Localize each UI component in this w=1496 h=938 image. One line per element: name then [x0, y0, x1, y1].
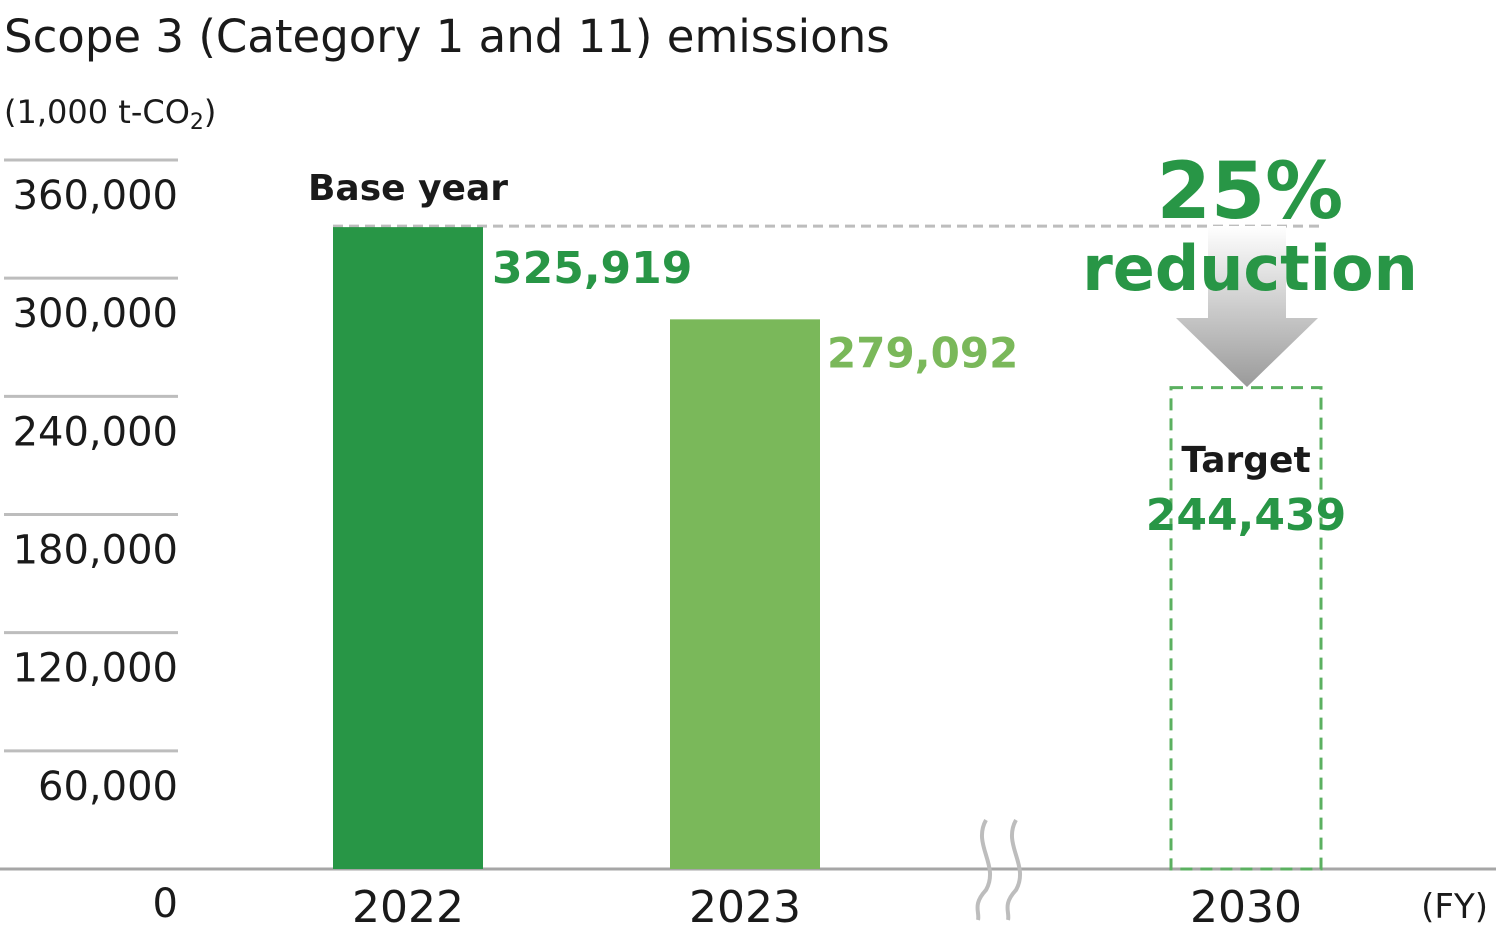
base-year-label: Base year	[308, 168, 508, 209]
gridlines	[4, 158, 178, 753]
x-tick-label: 2022	[352, 882, 464, 933]
y-tick-label: 0	[153, 881, 178, 927]
x-axis-unit: (FY)	[1421, 887, 1488, 927]
x-tick-label: 2030	[1190, 882, 1302, 933]
bar-2023	[670, 319, 820, 869]
y-tick-label: 360,000	[13, 173, 178, 219]
y-tick-label: 60,000	[38, 764, 178, 810]
x-axis-ticks: 2022 2023 2030	[352, 882, 1302, 933]
reduction-word: reduction	[1082, 232, 1418, 305]
chart-title: Scope 3 (Category 1 and 11) emissions	[4, 10, 890, 63]
unit-label: (1,000 t-CO2)	[4, 93, 216, 135]
target-label: Target	[1181, 440, 1310, 481]
y-tick-label: 300,000	[13, 291, 178, 337]
bar-2022	[333, 227, 483, 870]
y-tick-label: 240,000	[13, 409, 178, 455]
reduction-percent: 25%	[1157, 147, 1344, 237]
y-tick-label: 120,000	[13, 646, 178, 692]
x-tick-label: 2023	[689, 882, 801, 933]
y-tick-label: 180,000	[13, 528, 178, 574]
value-labels: 325,919 279,092 Target 244,439	[492, 243, 1346, 541]
value-label-2022: 325,919	[492, 243, 692, 294]
reduction-arrow-icon	[1176, 226, 1318, 387]
target-bar-2030	[1169, 386, 1323, 871]
value-label-2023: 279,092	[827, 328, 1018, 377]
y-axis-ticks: 0 60,000 120,000 180,000 240,000 300,000 360,0…	[13, 173, 178, 927]
value-label-2030: 244,439	[1146, 490, 1346, 541]
bars	[333, 227, 1323, 871]
axis-break-icon	[975, 819, 1023, 921]
